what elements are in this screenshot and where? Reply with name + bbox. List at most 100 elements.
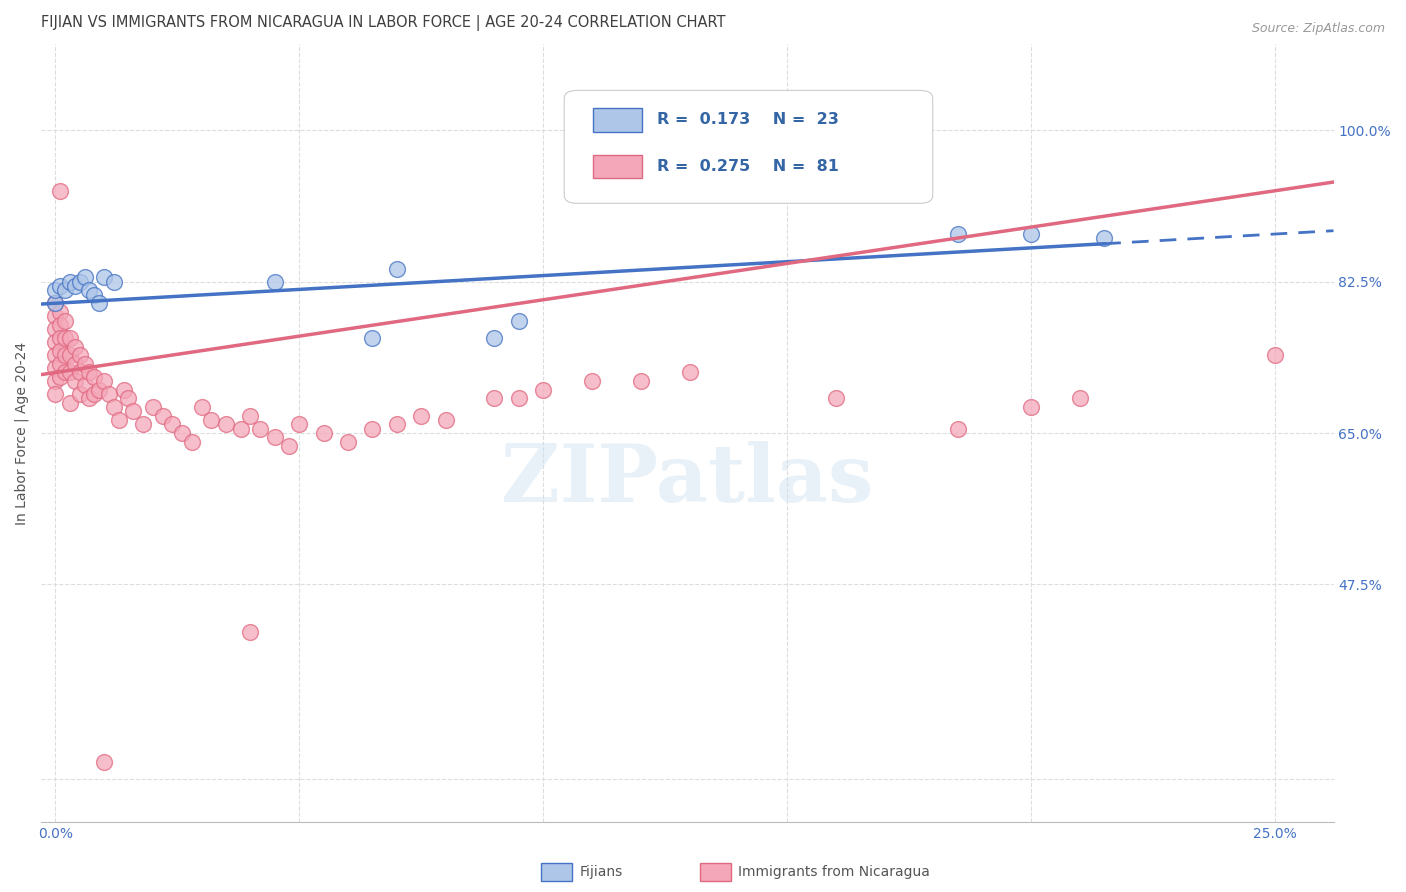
Point	[434, 413, 457, 427]
Point	[103, 400, 125, 414]
Point	[200, 413, 222, 427]
Point	[93, 755, 115, 769]
Point	[73, 270, 96, 285]
Point	[63, 357, 86, 371]
Point	[946, 422, 969, 436]
Point	[44, 310, 66, 324]
Point	[69, 348, 91, 362]
Point	[103, 275, 125, 289]
Point	[49, 318, 72, 332]
Point	[59, 366, 82, 380]
Point	[630, 374, 652, 388]
Point	[73, 357, 96, 371]
Point	[484, 331, 506, 345]
Point	[152, 409, 174, 423]
Point	[69, 275, 91, 289]
Bar	[593, 155, 641, 178]
Point	[508, 313, 530, 327]
Point	[83, 369, 105, 384]
Point	[229, 422, 252, 436]
Point	[53, 331, 76, 345]
Text: Fijians: Fijians	[579, 865, 623, 880]
Point	[117, 392, 139, 406]
Point	[49, 184, 72, 198]
Point	[44, 361, 66, 376]
Point	[53, 283, 76, 297]
Point	[93, 270, 115, 285]
Point	[411, 409, 433, 423]
Point	[53, 348, 76, 362]
Text: Source: ZipAtlas.com: Source: ZipAtlas.com	[1251, 22, 1385, 36]
Point	[53, 313, 76, 327]
Point	[49, 279, 72, 293]
Point	[79, 392, 101, 406]
Point	[44, 335, 66, 350]
Point	[44, 322, 66, 336]
Point	[59, 331, 82, 345]
Point	[239, 409, 262, 423]
Text: R =  0.275    N =  81: R = 0.275 N = 81	[658, 159, 839, 174]
Point	[59, 396, 82, 410]
Point	[361, 422, 384, 436]
Point	[44, 387, 66, 401]
FancyBboxPatch shape	[564, 90, 932, 203]
Point	[1092, 231, 1115, 245]
Point	[825, 392, 848, 406]
Point	[83, 387, 105, 401]
Point	[336, 434, 359, 449]
Point	[1264, 348, 1286, 362]
Point	[89, 296, 111, 310]
Point	[1019, 400, 1042, 414]
Point	[63, 339, 86, 353]
Point	[1019, 227, 1042, 241]
Point	[249, 422, 271, 436]
Point	[49, 305, 72, 319]
Point	[73, 378, 96, 392]
Y-axis label: In Labor Force | Age 20-24: In Labor Force | Age 20-24	[15, 342, 30, 524]
Point	[172, 425, 194, 440]
Point	[531, 383, 554, 397]
Point	[107, 413, 129, 427]
Point	[49, 357, 72, 371]
Point	[190, 400, 212, 414]
Point	[79, 283, 101, 297]
Point	[83, 287, 105, 301]
Point	[69, 366, 91, 380]
Point	[93, 374, 115, 388]
Point	[312, 425, 335, 440]
Point	[263, 430, 285, 444]
Point	[122, 404, 145, 418]
Point	[946, 227, 969, 241]
Point	[484, 392, 506, 406]
Bar	[593, 108, 641, 132]
Text: Immigrants from Nicaragua: Immigrants from Nicaragua	[738, 865, 929, 880]
Point	[288, 417, 311, 432]
Point	[69, 387, 91, 401]
Point	[1069, 392, 1091, 406]
Point	[278, 439, 301, 453]
Point	[44, 296, 66, 310]
Point	[59, 348, 82, 362]
Point	[751, 123, 773, 137]
Point	[49, 331, 72, 345]
Point	[63, 279, 86, 293]
Point	[79, 366, 101, 380]
Point	[385, 261, 408, 276]
Point	[49, 369, 72, 384]
Point	[49, 343, 72, 358]
Point	[263, 275, 285, 289]
Point	[142, 400, 165, 414]
Point	[361, 331, 384, 345]
Text: R =  0.173    N =  23: R = 0.173 N = 23	[658, 112, 839, 128]
Point	[581, 374, 603, 388]
Point	[703, 123, 725, 137]
Point	[44, 374, 66, 388]
Text: FIJIAN VS IMMIGRANTS FROM NICARAGUA IN LABOR FORCE | AGE 20-24 CORRELATION CHART: FIJIAN VS IMMIGRANTS FROM NICARAGUA IN L…	[41, 15, 725, 31]
Point	[89, 383, 111, 397]
Point	[132, 417, 155, 432]
Point	[44, 348, 66, 362]
Point	[215, 417, 238, 432]
Point	[239, 625, 262, 640]
Point	[44, 283, 66, 297]
Text: ZIPatlas: ZIPatlas	[501, 441, 873, 519]
